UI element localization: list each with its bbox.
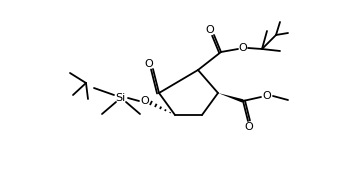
Text: O: O <box>206 25 214 35</box>
Text: O: O <box>141 96 150 106</box>
Text: O: O <box>145 59 153 69</box>
Text: Si: Si <box>115 93 125 103</box>
Text: O: O <box>245 122 253 132</box>
Text: O: O <box>239 43 247 53</box>
Text: O: O <box>263 91 271 101</box>
Polygon shape <box>218 93 244 103</box>
